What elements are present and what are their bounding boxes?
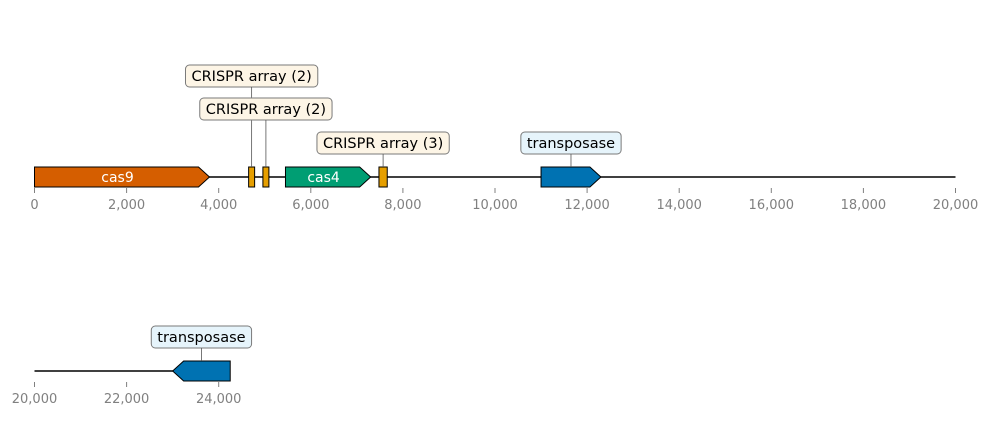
axis-tick-label: 14,000 (656, 198, 702, 213)
axis-tick-label: 12,000 (564, 198, 610, 213)
axis-tick-label: 0 (30, 198, 38, 213)
feature-crispr-3 (378, 166, 388, 188)
callout-crispr-3-label: CRISPR array (3) (323, 136, 443, 152)
axis-tick-label: 16,000 (749, 198, 795, 213)
axis-tick-label: 4,000 (200, 198, 237, 213)
axis-tick-label: 20,000 (933, 198, 979, 213)
callout-transposase-2-label: transposase (157, 330, 245, 346)
gene-cas9 (34, 166, 211, 188)
axis-tick-label: 8,000 (384, 198, 421, 213)
axis-tick-label: 22,000 (104, 392, 150, 407)
gene-cas4 (284, 166, 372, 188)
feature-crispr-2 (262, 166, 270, 188)
callout-crispr-1-label: CRISPR array (2) (191, 69, 311, 85)
callout-crispr-2-label: CRISPR array (2) (206, 102, 326, 118)
axis-tick-label: 6,000 (292, 198, 329, 213)
genome-track-row-2: 20,000 22,000 24,000 transposase (12, 325, 253, 407)
gene-transposase-2 (171, 360, 231, 382)
axis-tick-label: 10,000 (472, 198, 518, 213)
axis-tick-label: 18,000 (841, 198, 887, 213)
axis-tick-label: 20,000 (12, 392, 58, 407)
gene-transposase-1 (540, 166, 602, 188)
callout-transposase-1-label: transposase (527, 136, 615, 152)
gene-label-cas9: cas9 (101, 170, 133, 186)
gene-label-cas4: cas4 (307, 170, 340, 186)
axis-tick-label: 2,000 (108, 198, 145, 213)
genome-track-row-1: 0 2,000 4,000 6,000 8,000 10,000 12,000 14,000 1… (30, 64, 979, 213)
feature-crispr-1 (248, 166, 256, 188)
axis-tick-label: 24,000 (196, 392, 242, 407)
